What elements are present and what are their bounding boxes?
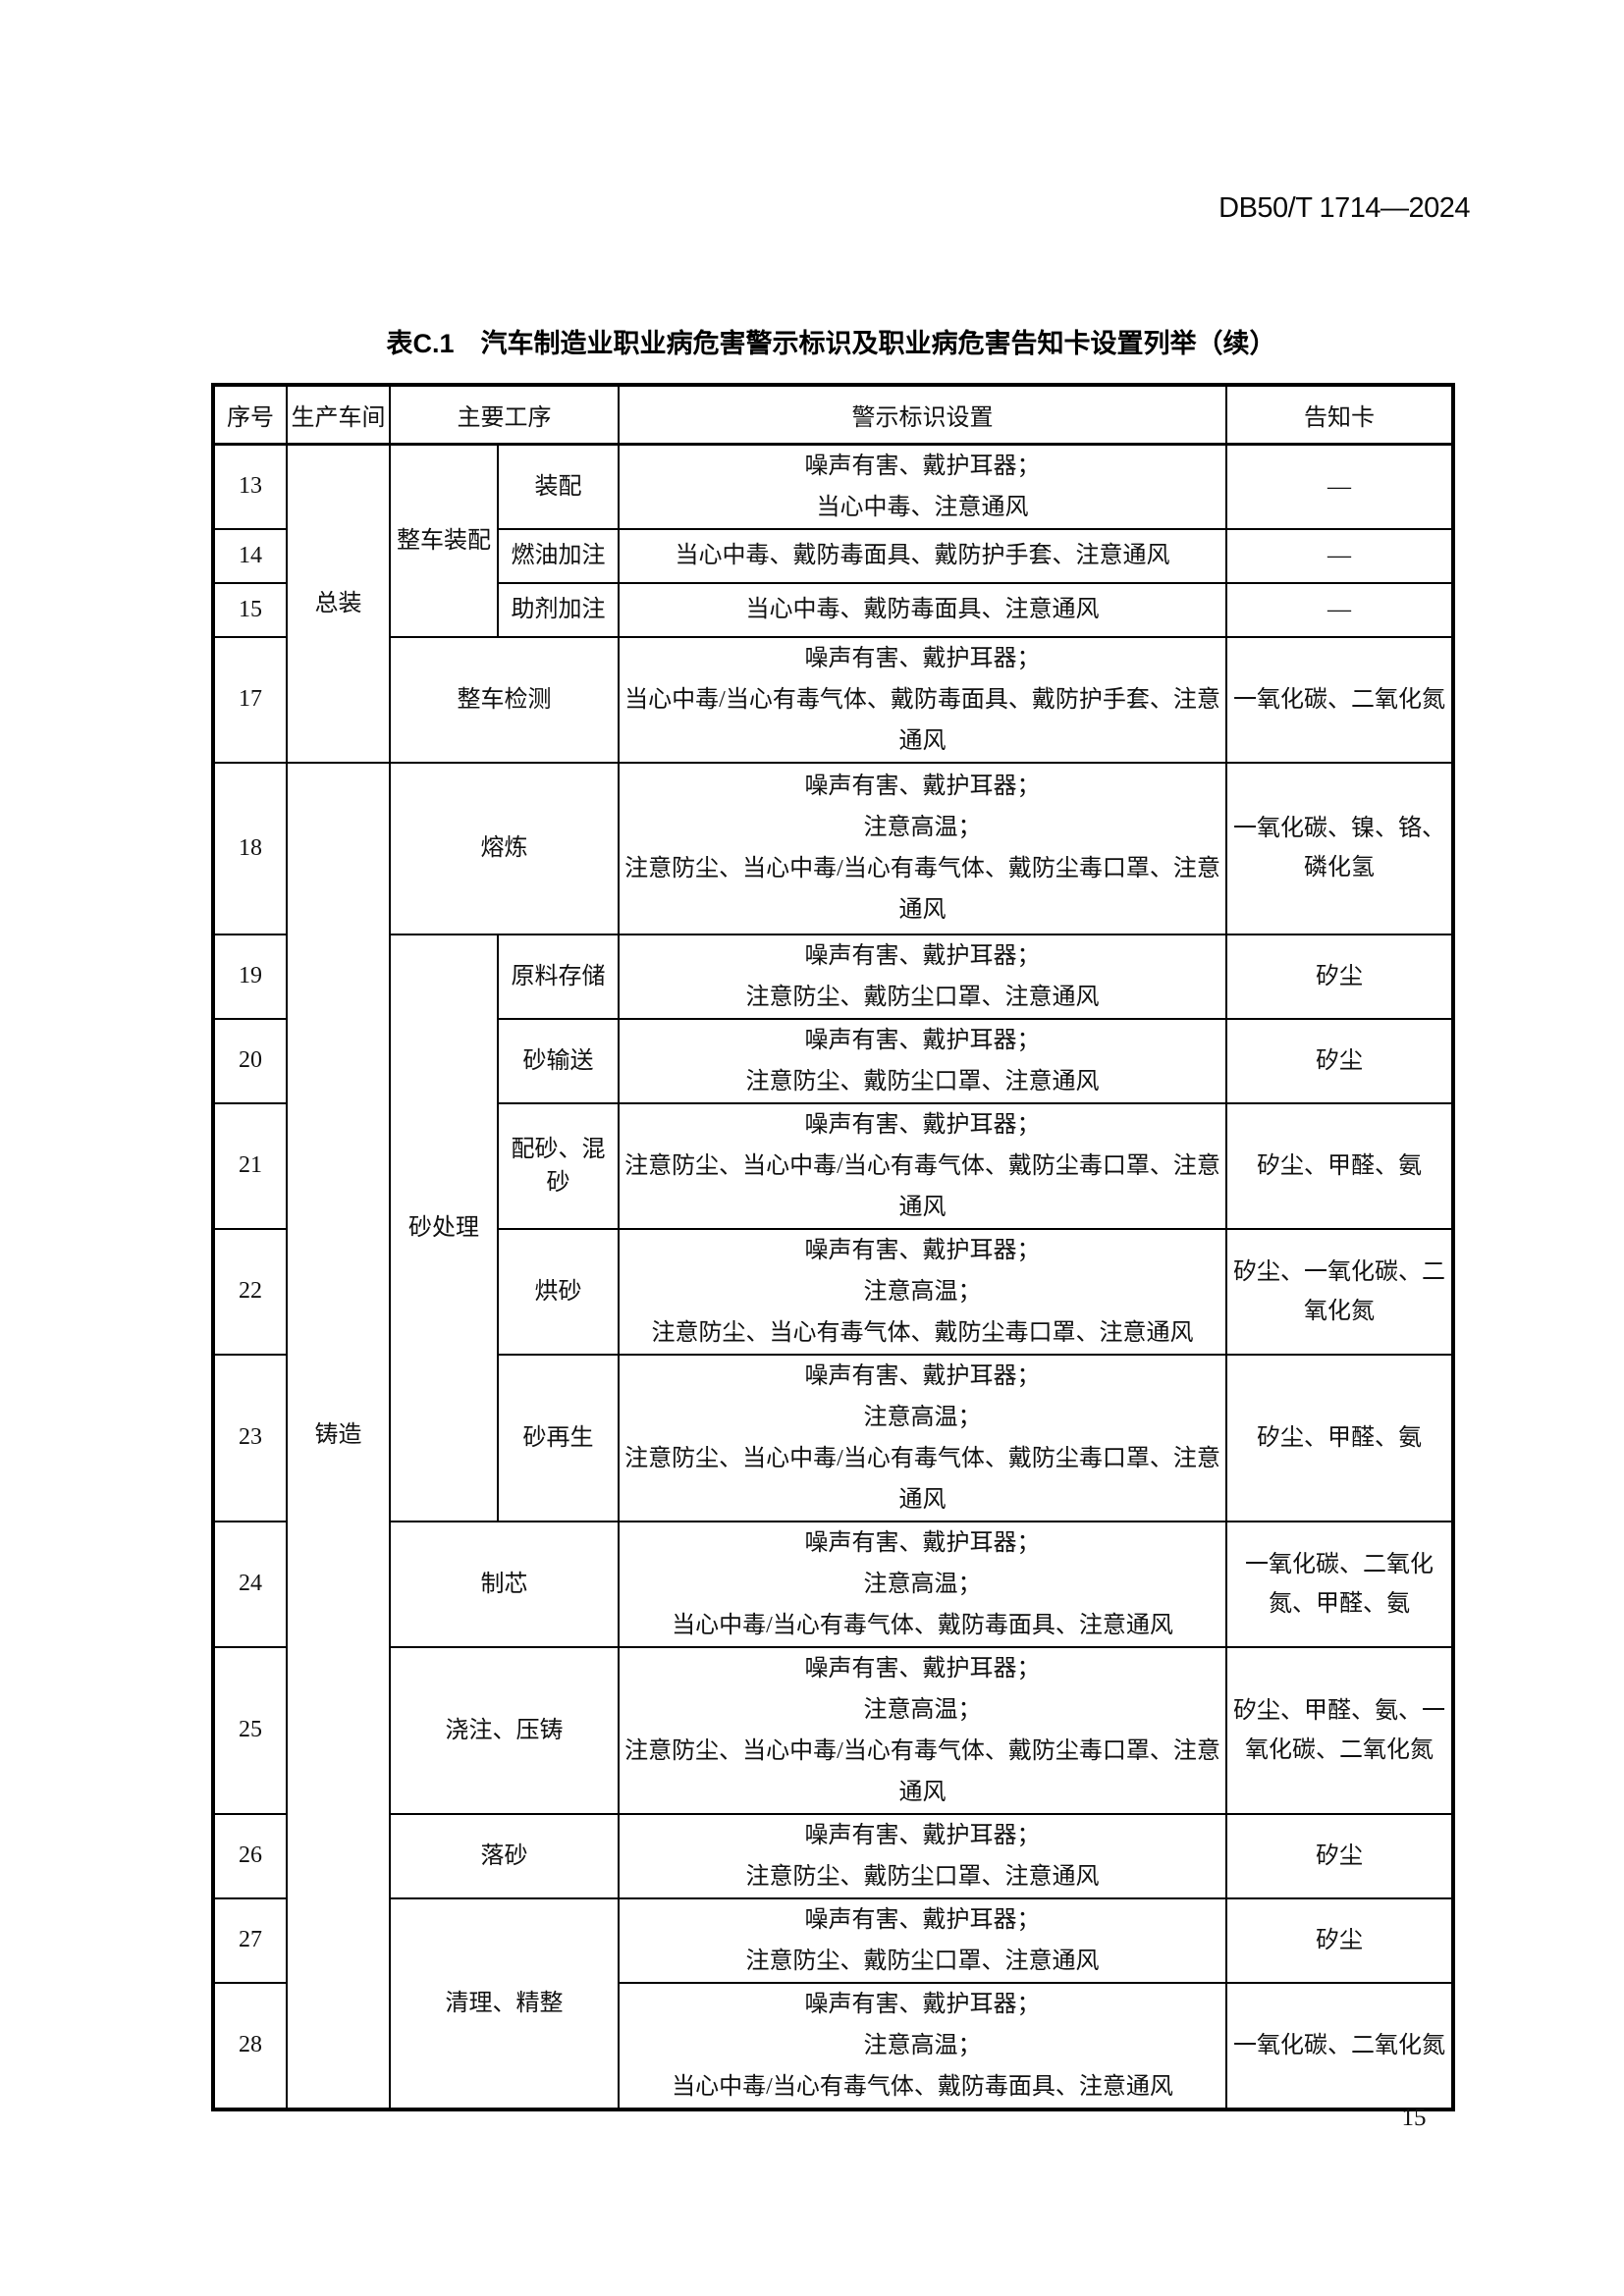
notification-card-cell: 一氧化碳、二氧化氮、甲醛、氨: [1225, 1520, 1454, 1648]
row-no: 15: [212, 581, 288, 638]
notification-card-cell: —: [1225, 443, 1454, 530]
col-header-workshop: 生产车间: [286, 384, 391, 446]
warning-signs-cell: 噪声有害、戴护耳器； 注意防尘、戴防尘口罩、注意通风: [618, 1896, 1227, 1984]
notification-card-cell: 矽尘: [1225, 1017, 1454, 1104]
process-cell: 烘砂: [497, 1227, 620, 1356]
process-cell: 砂输送: [497, 1017, 620, 1104]
notification-card-cell: —: [1225, 527, 1454, 584]
warning-signs-cell: 噪声有害、戴护耳器； 注意高温； 注意防尘、当心有毒气体、戴防尘毒口罩、注意通风: [618, 1227, 1227, 1356]
row-no: 17: [212, 635, 288, 764]
process-cell: 制芯: [389, 1520, 620, 1648]
table-row-21: 21 配砂、混砂 噪声有害、戴护耳器； 注意防尘、当心中毒/当心有毒气体、戴防尘…: [212, 1101, 1454, 1230]
page-number: 15: [1401, 2105, 1427, 2131]
header-row: 序号 生产车间 主要工序 警示标识设置 告知卡: [212, 384, 1454, 446]
table-row-23: 23 砂再生 噪声有害、戴护耳器； 注意高温； 注意防尘、当心中毒/当心有毒气体…: [212, 1353, 1454, 1522]
row-no: 21: [212, 1101, 288, 1230]
warning-signs-cell: 噪声有害、戴护耳器； 注意防尘、戴防尘口罩、注意通风: [618, 933, 1227, 1020]
warning-signs-cell: 噪声有害、戴护耳器； 当心中毒、注意通风: [618, 443, 1227, 530]
row-no: 24: [212, 1520, 288, 1648]
process-cell: 原料存储: [497, 933, 620, 1020]
table-row-17: 17 整车检测 噪声有害、戴护耳器； 当心中毒/当心有毒气体、戴防毒面具、戴防护…: [212, 635, 1454, 764]
process-cell: 落砂: [389, 1812, 620, 1899]
row-no: 27: [212, 1896, 288, 1984]
table-row-22: 22 烘砂 噪声有害、戴护耳器； 注意高温； 注意防尘、当心有毒气体、戴防尘毒口…: [212, 1227, 1454, 1356]
warning-signs-cell: 当心中毒、戴防毒面具、注意通风: [618, 581, 1227, 638]
table-row-20: 20 砂输送 噪声有害、戴护耳器； 注意防尘、戴防尘口罩、注意通风 矽尘: [212, 1017, 1454, 1104]
row-no: 22: [212, 1227, 288, 1356]
warning-signs-cell: 噪声有害、戴护耳器； 注意高温； 注意防尘、当心中毒/当心有毒气体、戴防尘毒口罩…: [618, 761, 1227, 935]
row-no: 28: [212, 1981, 288, 2110]
notification-card-cell: 矽尘: [1225, 1812, 1454, 1899]
notification-card-cell: 矽尘、甲醛、氨: [1225, 1353, 1454, 1522]
row-no: 26: [212, 1812, 288, 1899]
table-row-14: 14 燃油加注 当心中毒、戴防毒面具、戴防护手套、注意通风 —: [212, 527, 1454, 584]
col-header-card: 告知卡: [1225, 384, 1454, 446]
warning-signs-cell: 当心中毒、戴防毒面具、戴防护手套、注意通风: [618, 527, 1227, 584]
hazard-warning-table: 序号 生产车间 主要工序 警示标识设置 告知卡 13 总装 整车装配 装配 噪声…: [211, 383, 1455, 2111]
table-row-25: 25 浇注、压铸 噪声有害、戴护耳器； 注意高温； 注意防尘、当心中毒/当心有毒…: [212, 1645, 1454, 1815]
notification-card-cell: 矽尘、甲醛、氨: [1225, 1101, 1454, 1230]
notification-card-cell: 一氧化碳、二氧化氮: [1225, 1981, 1454, 2110]
process-cell: 助剂加注: [497, 581, 620, 638]
col-header-process: 主要工序: [389, 384, 620, 446]
row-no: 20: [212, 1017, 288, 1104]
process-cell: 配砂、混砂: [497, 1101, 620, 1230]
notification-card-cell: 矽尘、甲醛、氨、一氧化碳、二氧化氮: [1225, 1645, 1454, 1815]
warning-signs-cell: 噪声有害、戴护耳器； 注意高温； 当心中毒/当心有毒气体、戴防毒面具、注意通风: [618, 1981, 1227, 2110]
table-row-26: 26 落砂 噪声有害、戴护耳器； 注意防尘、戴防尘口罩、注意通风 矽尘: [212, 1812, 1454, 1899]
row-no: 23: [212, 1353, 288, 1522]
process-group-cell: 整车装配: [389, 443, 499, 638]
process-cell: 装配: [497, 443, 620, 530]
process-cell: 整车检测: [389, 635, 620, 764]
row-no: 18: [212, 761, 288, 935]
notification-card-cell: —: [1225, 581, 1454, 638]
notification-card-cell: 一氧化碳、二氧化氮: [1225, 635, 1454, 764]
table-row-18: 18 铸造 熔炼 噪声有害、戴护耳器； 注意高温； 注意防尘、当心中毒/当心有毒…: [212, 761, 1454, 2110]
warning-signs-cell: 噪声有害、戴护耳器； 注意高温； 当心中毒/当心有毒气体、戴防毒面具、注意通风: [618, 1520, 1227, 1648]
warning-signs-cell: 噪声有害、戴护耳器； 注意防尘、戴防尘口罩、注意通风: [618, 1812, 1227, 1899]
process-cell: 砂再生: [497, 1353, 620, 1522]
row-no: 19: [212, 933, 288, 1020]
doc-number: DB50/T 1714—2024: [1218, 192, 1470, 224]
notification-card-cell: 矽尘、一氧化碳、二氧化氮: [1225, 1227, 1454, 1356]
workshop-cell: 总装: [286, 443, 391, 764]
table-title: 表C.1 汽车制造业职业病危害警示标识及职业病危害告知卡设置列举（续）: [386, 329, 1276, 358]
table-row-27: 27 清理、精整 噪声有害、戴护耳器； 注意防尘、戴防尘口罩、注意通风 矽尘: [212, 1896, 1454, 2110]
col-header-warning: 警示标识设置: [618, 384, 1227, 446]
process-cell: 清理、精整: [389, 1896, 620, 2110]
warning-signs-cell: 噪声有害、戴护耳器； 注意高温； 注意防尘、当心中毒/当心有毒气体、戴防尘毒口罩…: [618, 1645, 1227, 1815]
warning-signs-cell: 噪声有害、戴护耳器； 注意高温； 注意防尘、当心中毒/当心有毒气体、戴防尘毒口罩…: [618, 1353, 1227, 1522]
table-row-13: 13 总装 整车装配 装配 噪声有害、戴护耳器； 当心中毒、注意通风 —: [212, 443, 1454, 764]
row-no: 14: [212, 527, 288, 584]
process-cell: 燃油加注: [497, 527, 620, 584]
row-no: 13: [212, 443, 288, 530]
process-cell: 浇注、压铸: [389, 1645, 620, 1815]
warning-signs-cell: 噪声有害、戴护耳器； 注意防尘、当心中毒/当心有毒气体、戴防尘毒口罩、注意通风: [618, 1101, 1227, 1230]
notification-card-cell: 一氧化碳、镍、铬、磷化氢: [1225, 761, 1454, 935]
process-group-cell: 砂处理: [389, 933, 499, 1522]
table-row-15: 15 助剂加注 当心中毒、戴防毒面具、注意通风 —: [212, 581, 1454, 638]
warning-signs-cell: 噪声有害、戴护耳器； 当心中毒/当心有毒气体、戴防毒面具、戴防护手套、注意通风: [618, 635, 1227, 764]
notification-card-cell: 矽尘: [1225, 933, 1454, 1020]
process-cell: 熔炼: [389, 761, 620, 935]
table-row-28: 28 噪声有害、戴护耳器； 注意高温； 当心中毒/当心有毒气体、戴防毒面具、注意…: [212, 1981, 1454, 2110]
col-header-no: 序号: [212, 384, 288, 446]
table-row-19: 19 砂处理 原料存储 噪声有害、戴护耳器； 注意防尘、戴防尘口罩、注意通风 矽…: [212, 933, 1454, 1522]
warning-signs-cell: 噪声有害、戴护耳器； 注意防尘、戴防尘口罩、注意通风: [618, 1017, 1227, 1104]
workshop-cell: 铸造: [286, 761, 391, 2110]
row-no: 25: [212, 1645, 288, 1815]
notification-card-cell: 矽尘: [1225, 1896, 1454, 1984]
table-row-24: 24 制芯 噪声有害、戴护耳器； 注意高温； 当心中毒/当心有毒气体、戴防毒面具…: [212, 1520, 1454, 1648]
